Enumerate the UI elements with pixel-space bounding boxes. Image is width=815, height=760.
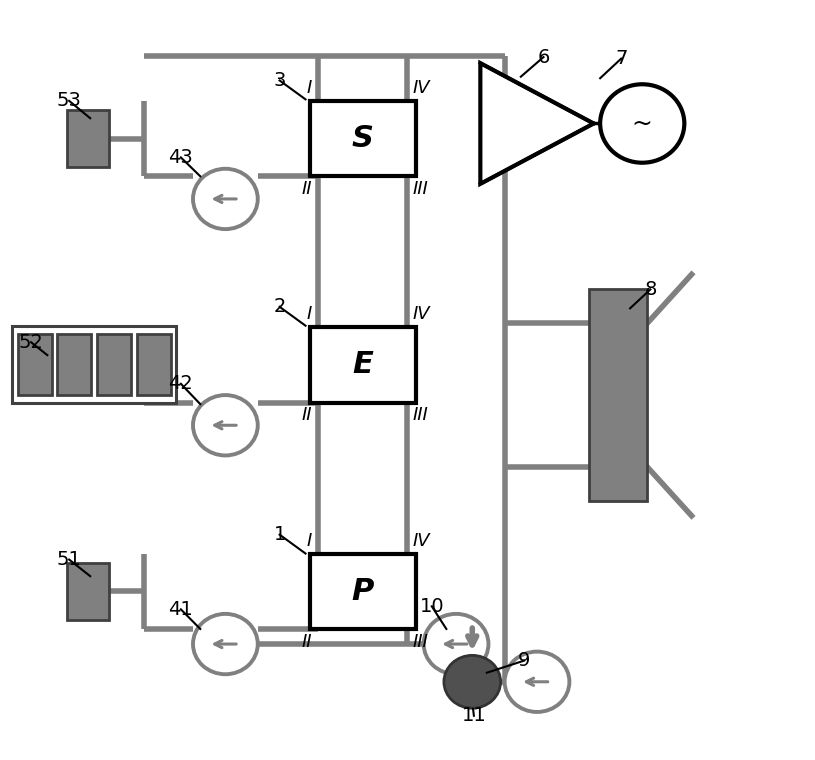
Text: IV: IV [412, 79, 430, 97]
Text: 9: 9 [518, 651, 531, 670]
Text: II: II [302, 407, 312, 424]
Circle shape [193, 614, 258, 674]
Text: 8: 8 [644, 280, 657, 299]
Text: IV: IV [412, 306, 430, 324]
Bar [57, 334, 91, 395]
Circle shape [444, 655, 500, 708]
Bar [137, 334, 170, 395]
Text: P: P [352, 577, 374, 606]
Circle shape [504, 651, 570, 712]
Text: 7: 7 [615, 49, 628, 68]
Text: 52: 52 [19, 333, 43, 352]
Text: 11: 11 [461, 706, 487, 725]
Text: 2: 2 [273, 297, 286, 316]
Text: 41: 41 [169, 600, 193, 619]
Text: III: III [412, 633, 428, 651]
Text: IV: IV [412, 532, 430, 549]
Bar [311, 328, 416, 403]
Text: 10: 10 [420, 597, 444, 616]
Bar [588, 290, 647, 501]
Text: I: I [306, 532, 312, 549]
Bar [67, 563, 109, 619]
Text: I: I [306, 79, 312, 97]
Text: ~: ~ [632, 112, 653, 135]
Text: 6: 6 [537, 48, 549, 67]
Bar [18, 334, 51, 395]
Circle shape [600, 84, 685, 163]
Text: II: II [302, 180, 312, 198]
Polygon shape [480, 63, 593, 184]
Text: 53: 53 [57, 91, 82, 110]
Text: S: S [352, 124, 374, 153]
Bar [97, 334, 131, 395]
Circle shape [193, 395, 258, 455]
Circle shape [424, 614, 488, 674]
Bar [311, 101, 416, 176]
Bar [311, 553, 416, 629]
Text: I: I [306, 306, 312, 324]
Text: 3: 3 [273, 71, 286, 90]
Text: III: III [412, 407, 428, 424]
Text: E: E [353, 350, 373, 379]
Circle shape [193, 169, 258, 229]
Text: 43: 43 [169, 148, 193, 167]
Bar [67, 110, 109, 167]
Text: 42: 42 [169, 374, 193, 393]
Bar [12, 327, 176, 404]
Text: III: III [412, 180, 428, 198]
Text: 51: 51 [57, 550, 82, 569]
Text: 1: 1 [273, 525, 286, 544]
Text: II: II [302, 633, 312, 651]
